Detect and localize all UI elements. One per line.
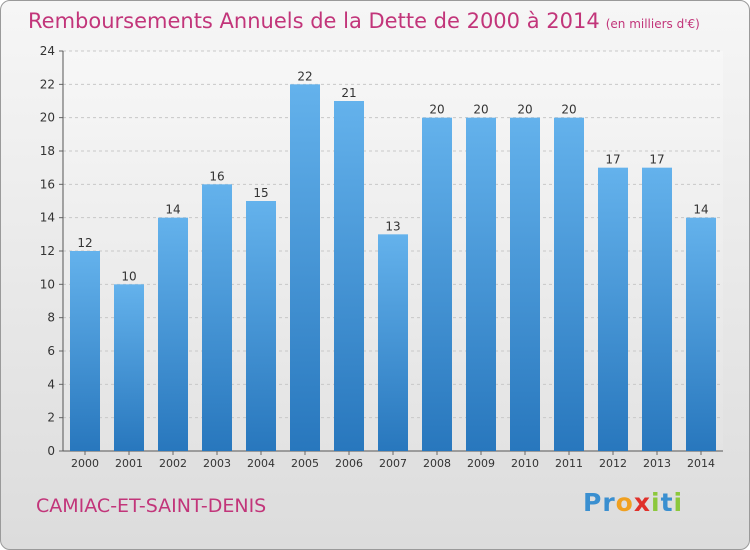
y-tick-label: 4 xyxy=(47,377,55,391)
bar xyxy=(334,101,364,451)
data-label: 20 xyxy=(561,103,576,117)
x-tick-label: 2005 xyxy=(291,457,319,470)
bar xyxy=(114,284,144,451)
bar xyxy=(246,201,276,451)
x-tick-label: 2004 xyxy=(247,457,275,470)
bar xyxy=(510,117,540,452)
data-label: 17 xyxy=(649,153,664,167)
x-tick-label: 2010 xyxy=(511,457,539,470)
data-label: 20 xyxy=(517,103,532,117)
commune-name: CAMIAC-ET-SAINT-DENIS xyxy=(36,495,267,517)
x-tick-label: 2003 xyxy=(203,457,231,470)
y-tick-label: 18 xyxy=(40,144,55,158)
data-label: 16 xyxy=(209,169,224,183)
data-label: 20 xyxy=(473,103,488,117)
data-label: 13 xyxy=(385,219,400,233)
y-tick-label: 6 xyxy=(47,344,55,358)
bar xyxy=(422,117,452,452)
y-tick-label: 2 xyxy=(47,411,55,425)
y-tick-label: 12 xyxy=(40,244,55,258)
data-label: 22 xyxy=(297,69,312,83)
chart-title-main: Remboursements Annuels de la Dette de 20… xyxy=(28,9,600,33)
bar xyxy=(378,234,408,451)
chart-subtitle: (en milliers d'€) xyxy=(605,17,700,31)
x-tick-label: 2002 xyxy=(159,457,187,470)
y-tick-label: 0 xyxy=(47,444,55,458)
x-tick-label: 2007 xyxy=(379,457,407,470)
bar xyxy=(158,217,188,451)
x-tick-label: 2012 xyxy=(599,457,627,470)
data-label: 15 xyxy=(253,186,268,200)
x-tick-label: 2014 xyxy=(687,457,715,470)
proxiti-logo: Proxiti xyxy=(583,488,683,517)
logo-letter: o xyxy=(615,488,634,517)
y-tick-label: 20 xyxy=(40,111,55,125)
chart-title: Remboursements Annuels de la Dette de 20… xyxy=(28,9,700,33)
x-tick-label: 2000 xyxy=(71,457,99,470)
logo-letter: r xyxy=(602,488,616,517)
x-tick-label: 2009 xyxy=(467,457,495,470)
bar xyxy=(642,167,672,451)
data-label: 14 xyxy=(693,203,708,217)
y-tick-label: 10 xyxy=(40,277,55,291)
y-tick-label: 16 xyxy=(40,177,55,191)
data-label: 12 xyxy=(77,236,92,250)
y-tick-label: 14 xyxy=(40,211,55,225)
x-tick-label: 2001 xyxy=(115,457,143,470)
data-label: 17 xyxy=(605,153,620,167)
x-tick-label: 2008 xyxy=(423,457,451,470)
logo-letter: t xyxy=(660,488,674,517)
y-tick-label: 22 xyxy=(40,77,55,91)
x-tick-label: 2011 xyxy=(555,457,583,470)
data-label: 14 xyxy=(165,203,180,217)
bar xyxy=(598,167,628,451)
bar xyxy=(202,184,232,452)
bar xyxy=(466,117,496,452)
data-label: 10 xyxy=(121,269,136,283)
bar xyxy=(290,84,320,451)
logo-letter: i xyxy=(651,488,661,517)
data-label: 20 xyxy=(429,103,444,117)
y-tick-label: 8 xyxy=(47,311,55,325)
bar xyxy=(70,251,100,451)
logo-letter: x xyxy=(633,488,651,517)
data-label: 21 xyxy=(341,86,356,100)
bar xyxy=(686,217,716,451)
bar xyxy=(554,117,584,452)
logo-letter: i xyxy=(673,488,684,517)
x-tick-label: 2006 xyxy=(335,457,363,470)
logo-letter: P xyxy=(583,488,603,517)
y-tick-label: 24 xyxy=(40,44,55,58)
x-tick-label: 2013 xyxy=(643,457,671,470)
